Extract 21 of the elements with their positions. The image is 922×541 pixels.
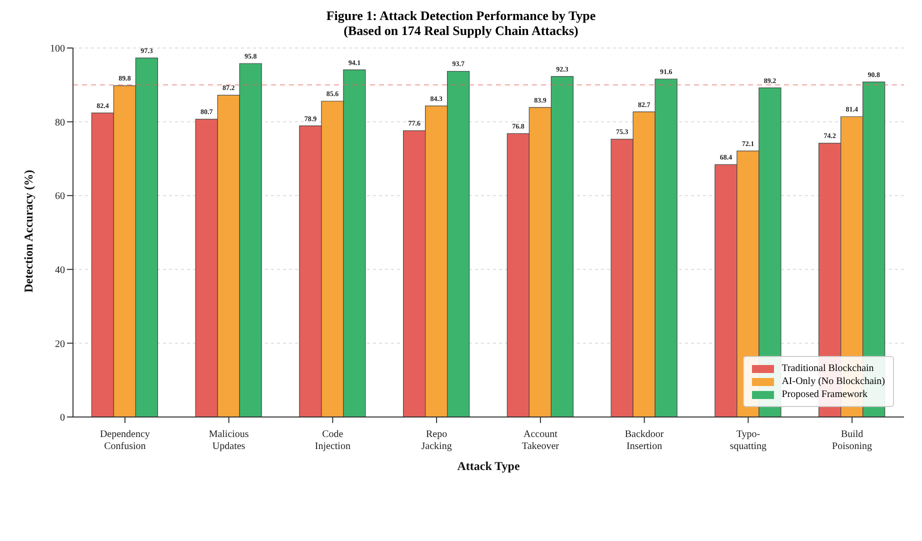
x-tick-label: Build Poisoning xyxy=(832,429,872,452)
legend-label: Proposed Framework xyxy=(782,389,868,400)
y-tick-label: 80 xyxy=(55,117,65,128)
legend-label: AI-Only (No Blockchain) xyxy=(782,376,885,387)
chart-title: Figure 1: Attack Detection Performance by Type xyxy=(325,8,597,23)
y-tick-label: 40 xyxy=(55,264,65,276)
y-tick-label: 60 xyxy=(55,191,65,202)
x-tick-label: Account Takeover xyxy=(522,429,560,452)
x-tick-label: Code Injection xyxy=(314,429,350,452)
x-axis-title: Attack Type xyxy=(457,459,520,473)
x-tick-label: Malicious Updates xyxy=(208,429,249,452)
y-axis-title: Detection Accuracy (%) xyxy=(21,170,36,292)
x-tick-label: Backdoor Insertion xyxy=(624,429,664,452)
y-tick-label: 100 xyxy=(50,44,65,55)
y-tick-label: 0 xyxy=(60,412,65,424)
y-tick-label: 20 xyxy=(55,338,65,350)
x-tick-label: Typo- squatting xyxy=(730,429,767,452)
x-tick-label: Dependency Confusion xyxy=(100,429,150,452)
chart-subtitle: (Based on 174 Real Supply Chain Attacks) xyxy=(342,23,580,38)
x-tick-label: Repo Jacking xyxy=(421,429,452,452)
legend-label: Traditional Blockchain xyxy=(782,363,874,374)
